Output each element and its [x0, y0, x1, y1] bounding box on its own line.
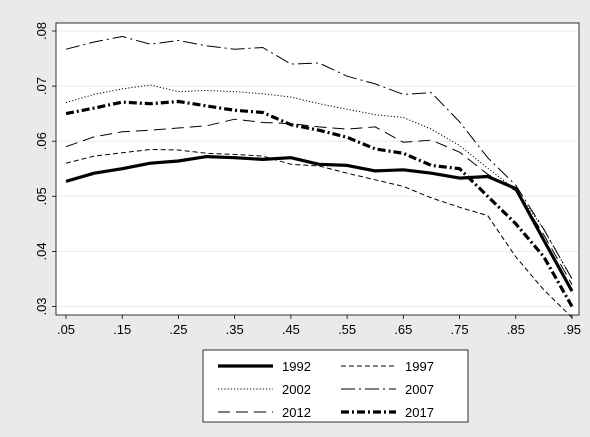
legend-label-1997: 1997 — [405, 359, 434, 374]
legend-label-2002: 2002 — [282, 382, 311, 397]
legend-label-2012: 2012 — [282, 405, 311, 420]
series-lines — [65, 36, 574, 318]
x-tick-label: .15 — [113, 322, 131, 337]
legend-label-2007: 2007 — [405, 382, 434, 397]
series-line-1992 — [65, 155, 574, 292]
legend: 1992 1997 2002 2007 2012 2017 — [218, 359, 434, 420]
x-tick-label: .85 — [507, 322, 525, 337]
gridlines — [57, 30, 578, 307]
x-tick-label: .95 — [563, 322, 581, 337]
y-tick-label: .03 — [34, 297, 49, 315]
y-tick-label: .06 — [34, 132, 49, 150]
series-line-2012 — [65, 118, 573, 285]
series-line-2007 — [65, 36, 573, 280]
legend-label-1992: 1992 — [282, 359, 311, 374]
legend-box — [202, 349, 469, 423]
x-tick-label: .25 — [169, 322, 187, 337]
series-line-2017 — [65, 99, 574, 308]
y-tick-label: .04 — [34, 242, 49, 260]
x-tick-label: .45 — [282, 322, 300, 337]
plot-area — [55, 22, 580, 316]
x-axis: .05 .15 .25 .35 .45 .55 .65 .75 .85 .95 — [57, 315, 581, 337]
x-tick-label: .65 — [394, 322, 412, 337]
y-tick-label: .08 — [34, 22, 49, 40]
legend-label-2017: 2017 — [405, 405, 434, 420]
x-tick-label: .55 — [338, 322, 356, 337]
x-tick-label: .05 — [57, 322, 75, 337]
x-tick-label: .75 — [451, 322, 469, 337]
y-axis: .03 .04 .05 .06 .07 .08 — [34, 22, 56, 316]
y-tick-label: .05 — [34, 187, 49, 205]
series-line-2002 — [65, 84, 573, 280]
y-tick-label: .07 — [34, 77, 49, 95]
x-tick-label: .35 — [226, 322, 244, 337]
